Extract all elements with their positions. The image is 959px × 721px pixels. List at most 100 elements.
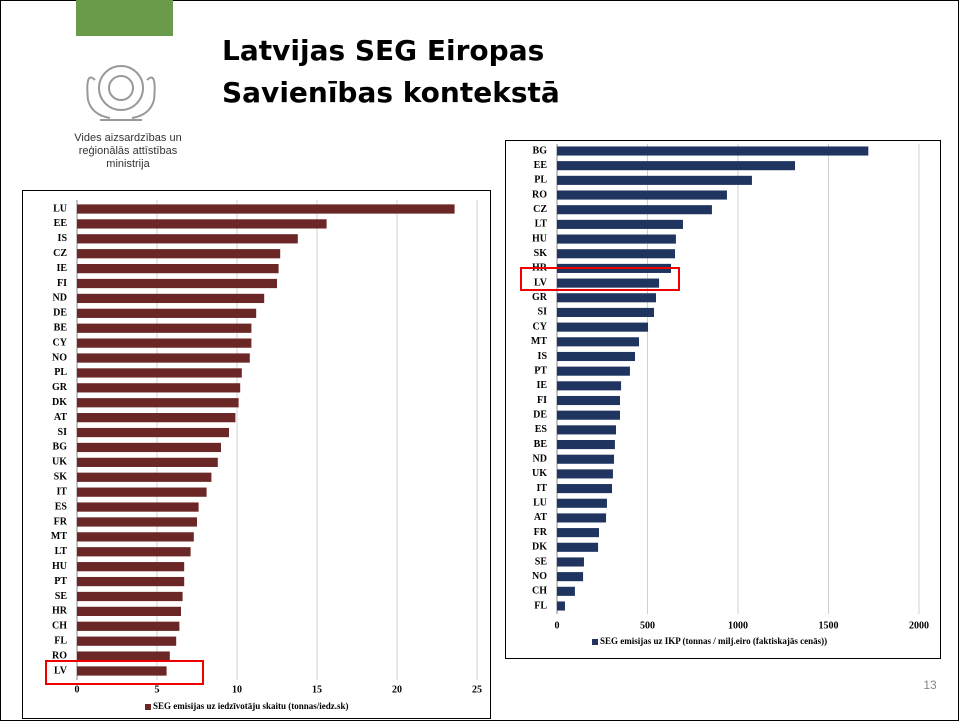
bar	[557, 161, 796, 171]
bar	[77, 591, 183, 602]
y-tick-label: HU	[52, 561, 67, 572]
bar	[77, 442, 221, 453]
y-tick-label: FI	[537, 395, 547, 406]
y-tick-label: NO	[52, 352, 67, 363]
y-tick-label: HU	[532, 233, 547, 244]
y-tick-label: SI	[538, 307, 548, 318]
title: Savienības kontekstā	[222, 76, 560, 109]
y-tick-label: FR	[54, 516, 68, 527]
bar	[557, 528, 599, 538]
y-tick-label: GR	[532, 292, 548, 303]
x-tick-label: 500	[640, 620, 655, 631]
bar	[77, 666, 167, 676]
bar	[557, 175, 752, 185]
legend-label: SEG emisijas uz IKP (tonnas / milj.eiro …	[600, 636, 827, 646]
bar	[557, 351, 636, 362]
y-tick-label: SE	[535, 556, 548, 567]
bar	[77, 487, 207, 497]
bar	[77, 293, 265, 304]
bar	[77, 323, 252, 333]
y-tick-label: FR	[534, 527, 548, 538]
y-tick-label: DE	[533, 409, 547, 420]
bar	[77, 606, 181, 617]
bar	[557, 513, 607, 523]
y-tick-label: PL	[54, 367, 67, 378]
y-tick-label: ES	[535, 424, 548, 435]
bar	[557, 439, 615, 450]
ministry-line: Vides aizsardzības un	[74, 132, 181, 144]
ministry-line: reģionālās attīstības	[79, 144, 178, 157]
y-tick-label: CY	[533, 321, 548, 332]
x-tick-label: 0	[555, 620, 560, 631]
bar	[557, 278, 660, 288]
bar	[77, 204, 455, 214]
x-tick-label: 25	[472, 684, 482, 695]
bar	[557, 542, 599, 552]
bar	[77, 219, 327, 229]
y-tick-label: BG	[53, 442, 68, 453]
y-tick-label: LV	[54, 665, 68, 676]
y-tick-label: SE	[55, 591, 68, 602]
legend-swatch	[145, 704, 151, 710]
bar	[77, 636, 177, 646]
bar	[77, 472, 212, 482]
y-tick-label: BE	[534, 439, 548, 450]
bar	[557, 586, 575, 596]
y-tick-label: PL	[534, 175, 547, 186]
y-tick-label: UK	[532, 468, 547, 479]
y-tick-label: IS	[58, 233, 68, 244]
bar	[77, 517, 197, 527]
highlight-box	[520, 267, 680, 291]
bar	[557, 366, 630, 376]
bar	[77, 308, 257, 318]
title: Latvijas SEG Eiropas	[222, 34, 544, 67]
x-tick-label: 2000	[909, 620, 929, 631]
y-tick-label: ND	[53, 293, 67, 304]
y-tick-label: CZ	[533, 204, 547, 215]
y-tick-label: SI	[58, 427, 68, 438]
y-tick-label: PT	[534, 365, 547, 376]
y-tick-label: MT	[531, 336, 547, 347]
y-tick-label: RO	[532, 189, 547, 200]
y-tick-label: IE	[536, 380, 547, 391]
y-tick-label: LU	[53, 203, 67, 214]
legend-swatch	[592, 639, 598, 645]
y-tick-label: IE	[56, 263, 67, 274]
y-tick-label: LT	[55, 546, 68, 557]
bar	[557, 322, 649, 332]
ministry-line: ministrija	[106, 158, 150, 170]
y-tick-label: DK	[52, 397, 67, 408]
y-tick-label: LT	[535, 219, 548, 230]
y-tick-label: AT	[534, 512, 547, 523]
y-tick-label: CY	[53, 337, 68, 348]
bar	[557, 469, 613, 479]
bar	[77, 263, 279, 274]
y-tick-label: GR	[52, 382, 68, 393]
bar	[77, 278, 277, 289]
bar	[557, 557, 584, 567]
x-tick-label: 5	[155, 684, 160, 695]
bar	[77, 576, 185, 587]
x-tick-label: 20	[392, 684, 402, 695]
y-tick-label: IT	[56, 486, 67, 497]
y-tick-label: MT	[51, 531, 67, 542]
bar	[557, 425, 617, 435]
bar	[557, 190, 727, 200]
bar	[77, 353, 250, 363]
y-tick-label: RO	[52, 650, 67, 661]
bar	[77, 398, 239, 408]
bar	[77, 502, 199, 512]
highlight-box	[45, 660, 204, 685]
x-tick-label: 1000	[728, 620, 748, 631]
y-tick-label: IS	[538, 351, 548, 362]
bar	[557, 410, 620, 420]
bar	[557, 146, 869, 156]
y-tick-label: DK	[532, 542, 547, 553]
y-tick-label: FL	[534, 600, 547, 611]
bar	[77, 651, 170, 661]
green-bar	[76, 0, 173, 36]
y-tick-label: ND	[533, 454, 547, 465]
y-tick-label: HR	[52, 606, 68, 617]
y-tick-label: FL	[54, 635, 67, 646]
